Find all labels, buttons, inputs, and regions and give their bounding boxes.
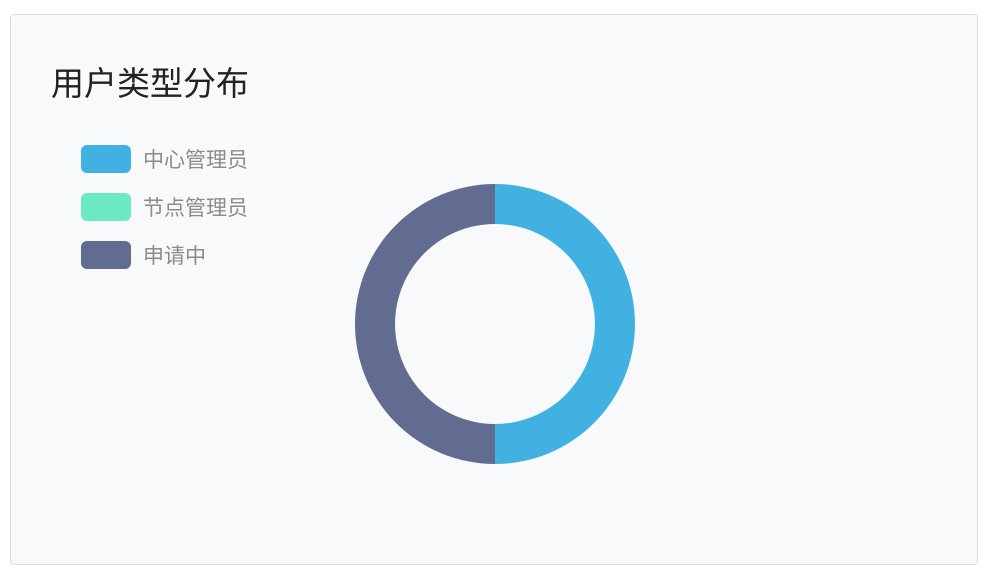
legend-swatch [81, 193, 131, 221]
chart-title: 用户类型分布 [51, 64, 249, 103]
legend-label: 节点管理员 [143, 196, 248, 220]
legend-swatch [81, 145, 131, 173]
legend-item[interactable]: 节点管理员 [81, 183, 248, 231]
chart-card: 用户类型分布 中心管理员 节点管理员 申请中 [10, 14, 978, 565]
legend-swatch [81, 241, 131, 269]
legend-label: 申请中 [143, 244, 206, 268]
legend: 中心管理员 节点管理员 申请中 [81, 135, 248, 279]
legend-item[interactable]: 中心管理员 [81, 135, 248, 183]
legend-label: 中心管理员 [143, 148, 248, 172]
legend-item[interactable]: 申请中 [81, 231, 248, 279]
donut-slice[interactable] [355, 184, 495, 464]
donut-slice[interactable] [495, 184, 635, 464]
